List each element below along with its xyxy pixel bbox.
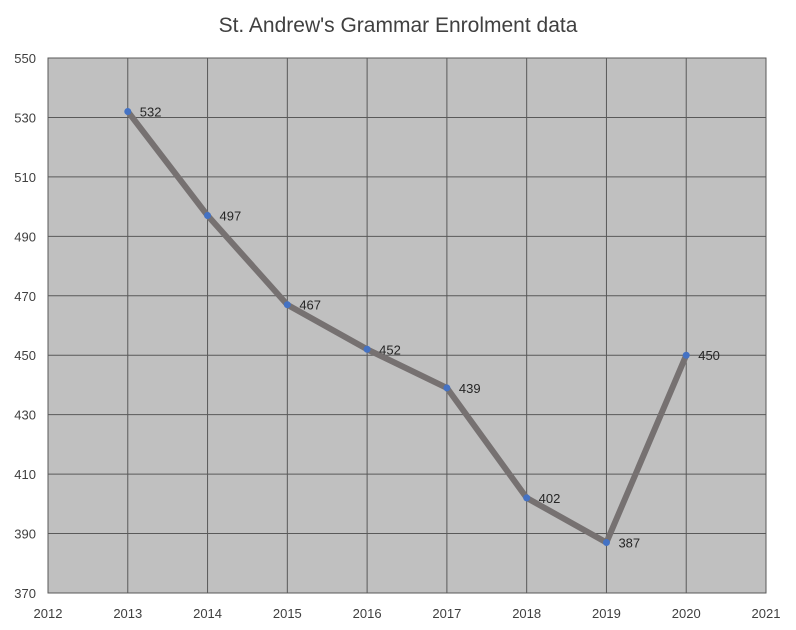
data-point bbox=[602, 538, 610, 546]
x-tick-label: 2017 bbox=[432, 606, 461, 621]
y-tick-label: 550 bbox=[14, 51, 36, 66]
x-tick-label: 2013 bbox=[113, 606, 142, 621]
data-label: 467 bbox=[299, 298, 321, 313]
y-tick-label: 470 bbox=[14, 289, 36, 304]
y-tick-label: 490 bbox=[14, 229, 36, 244]
y-tick-label: 370 bbox=[14, 586, 36, 601]
chart-title: St. Andrew's Grammar Enrolment data bbox=[218, 14, 578, 37]
data-label: 450 bbox=[698, 348, 720, 363]
data-label: 387 bbox=[618, 535, 640, 550]
data-point bbox=[124, 108, 132, 115]
y-tick-label: 430 bbox=[14, 408, 36, 423]
data-label: 452 bbox=[379, 342, 401, 357]
series-group bbox=[124, 108, 690, 546]
data-label: 497 bbox=[220, 209, 242, 224]
x-tick-label: 2020 bbox=[672, 606, 701, 621]
y-axis-ticks: 370 390 410 430 450 470 490 510 530 550 bbox=[14, 51, 36, 601]
y-tick-label: 390 bbox=[14, 527, 36, 542]
x-tick-label: 2016 bbox=[353, 606, 382, 621]
x-axis-ticks: 2012 2013 2014 2015 2016 2017 2018 2019 2020 2021 bbox=[34, 606, 781, 621]
data-labels: 532 497 467 452 439 402 387 450 bbox=[140, 105, 720, 551]
data-point bbox=[443, 384, 451, 392]
y-tick-label: 410 bbox=[14, 467, 36, 482]
x-tick-label: 2015 bbox=[273, 606, 302, 621]
y-tick-label: 510 bbox=[14, 170, 36, 185]
x-tick-label: 2019 bbox=[592, 606, 621, 621]
y-tick-label: 450 bbox=[14, 348, 36, 363]
data-point bbox=[204, 212, 212, 220]
data-point bbox=[363, 345, 371, 353]
data-label: 532 bbox=[140, 105, 162, 120]
series-line bbox=[124, 108, 690, 546]
plot-border bbox=[47, 57, 767, 594]
y-tick-label: 530 bbox=[14, 110, 36, 125]
data-label: 402 bbox=[539, 491, 561, 506]
plot-area bbox=[48, 58, 766, 593]
data-point bbox=[523, 494, 531, 502]
x-tick-label: 2018 bbox=[512, 606, 541, 621]
data-label: 439 bbox=[459, 381, 481, 396]
x-tick-label: 2014 bbox=[193, 606, 222, 621]
data-point bbox=[682, 351, 690, 359]
x-tick-label: 2021 bbox=[752, 606, 781, 621]
x-tick-label: 2012 bbox=[34, 606, 63, 621]
data-point bbox=[283, 301, 291, 309]
